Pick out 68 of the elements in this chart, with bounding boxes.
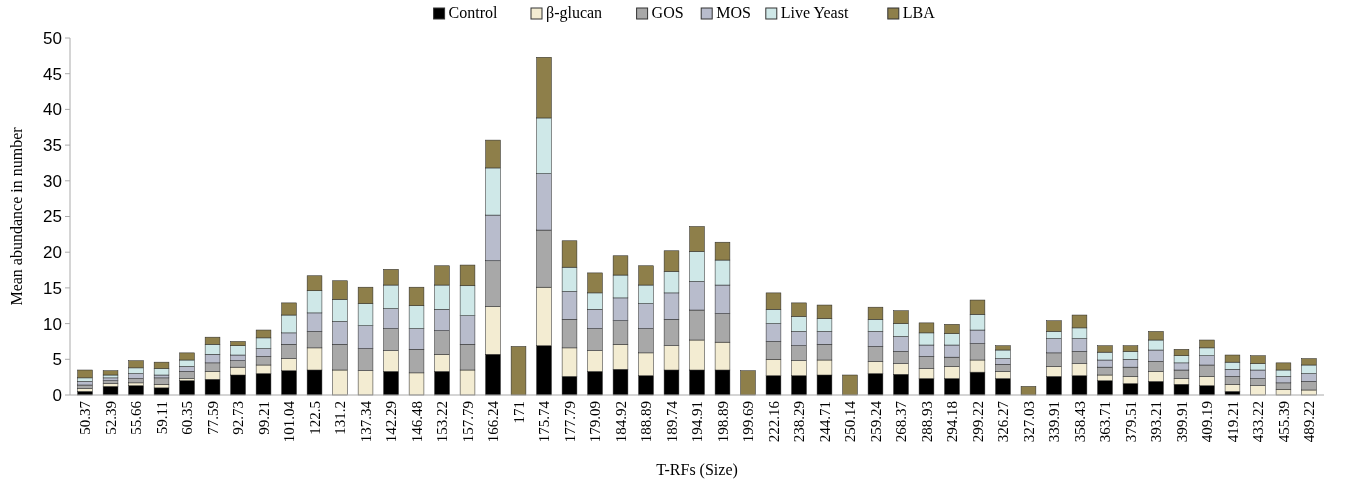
x-tick-label: 92.73 <box>230 401 247 435</box>
x-tick-label: 188.89 <box>638 401 655 443</box>
x-tick-label: 455.39 <box>1275 401 1292 443</box>
x-tick-label: 268.37 <box>893 400 910 443</box>
x-tick-label: 146.48 <box>408 401 425 443</box>
x-tick-label: 194.91 <box>689 401 706 443</box>
x-tick-label: 59.11 <box>153 401 170 435</box>
x-tick-label: 131.2 <box>332 401 349 435</box>
x-tick-label: 294.18 <box>944 401 961 443</box>
x-tick-label: 326.27 <box>995 400 1012 443</box>
x-tick-label: 189.74 <box>663 400 680 443</box>
y-tick-label: 30 <box>43 171 62 191</box>
x-tick-label: 184.92 <box>612 401 629 443</box>
y-tick-label: 20 <box>43 243 62 263</box>
x-tick-label: 489.22 <box>1301 401 1318 443</box>
x-tick-label: 433.22 <box>1250 401 1267 443</box>
x-tick-label: 52.39 <box>102 401 119 435</box>
x-tick-label: 244.71 <box>816 401 833 443</box>
legend-label: β-glucan <box>546 4 603 22</box>
x-tick-label: 198.89 <box>714 401 731 443</box>
x-axis-title: T-RFs (Size) <box>656 461 738 479</box>
y-tick-label: 40 <box>43 100 62 120</box>
x-tick-label: 171 <box>510 401 527 424</box>
x-tick-label: 238.29 <box>791 401 808 443</box>
x-tick-label: 60.35 <box>179 401 196 435</box>
x-tick-label: 179.09 <box>587 401 604 443</box>
x-tick-label: 122.5 <box>306 401 323 435</box>
x-tick-label: 222.16 <box>765 400 782 443</box>
y-tick-label: 45 <box>43 64 62 84</box>
x-tick-label: 55.66 <box>128 400 145 435</box>
x-tick-label: 299.22 <box>969 401 986 443</box>
x-tick-label: 137.34 <box>357 400 374 443</box>
x-tick-label: 250.14 <box>842 400 859 443</box>
x-tick-label: 259.24 <box>867 400 884 443</box>
x-tick-label: 288.93 <box>918 401 935 443</box>
x-tick-label: 99.21 <box>255 401 272 435</box>
x-tick-label: 399.91 <box>1173 401 1190 443</box>
legend-label: LBA <box>902 4 936 21</box>
y-tick-label: 10 <box>43 314 62 334</box>
legend-label: GOS <box>651 4 684 21</box>
legend-label: MOS <box>716 4 751 21</box>
x-tick-label: 157.79 <box>459 401 476 443</box>
x-tick-label: 142.29 <box>383 401 400 443</box>
x-tick-label: 166.24 <box>485 400 502 443</box>
x-tick-label: 177.79 <box>561 401 578 443</box>
x-tick-label: 175.74 <box>536 400 553 443</box>
x-tick-label: 101.04 <box>281 400 298 443</box>
x-tick-label: 409.19 <box>1199 401 1216 443</box>
y-tick-label: 35 <box>43 136 62 156</box>
y-tick-label: 50 <box>43 28 62 48</box>
x-tick-label: 327.03 <box>1020 401 1037 443</box>
legend-label: Control <box>448 4 499 21</box>
x-tick-label: 50.37 <box>77 400 94 435</box>
x-tick-label: 379.51 <box>1122 401 1139 443</box>
y-tick-label: 15 <box>43 278 62 298</box>
y-tick-label: 0 <box>52 385 62 405</box>
legend-label: Live Yeast <box>780 4 849 21</box>
x-tick-label: 419.21 <box>1224 401 1241 443</box>
x-tick-label: 199.69 <box>740 401 757 443</box>
x-tick-label: 339.91 <box>1046 401 1063 443</box>
x-tick-label: 393.21 <box>1148 401 1165 443</box>
x-tick-label: 153.22 <box>434 401 451 443</box>
y-axis-title: Mean abundance in number <box>8 126 25 306</box>
x-tick-label: 363.71 <box>1097 401 1114 443</box>
x-tick-label: 77.59 <box>204 401 221 435</box>
x-tick-label: 358.43 <box>1071 401 1088 443</box>
y-tick-label: 25 <box>43 207 62 227</box>
y-tick-label: 5 <box>52 350 62 370</box>
